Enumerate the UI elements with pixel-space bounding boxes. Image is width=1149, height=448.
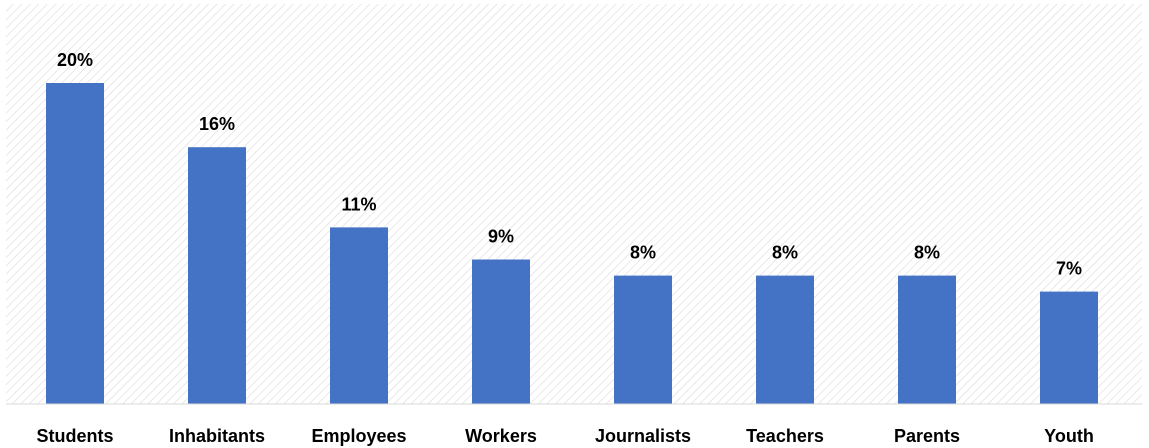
- bar-inhabitants: [188, 147, 246, 404]
- bar-workers: [472, 259, 530, 404]
- category-label-teachers: Teachers: [746, 426, 824, 446]
- bar-employees: [330, 227, 388, 404]
- category-label-inhabitants: Inhabitants: [169, 426, 265, 446]
- bar-journalists: [614, 275, 672, 404]
- bar-youth: [1040, 291, 1098, 404]
- data-label-journalists: 8%: [630, 243, 656, 263]
- data-label-youth: 7%: [1056, 259, 1082, 279]
- plot-background: [6, 4, 1142, 404]
- data-label-students: 20%: [57, 50, 93, 70]
- data-label-employees: 11%: [341, 194, 376, 214]
- bars-layer: [46, 83, 1098, 404]
- data-label-inhabitants: 16%: [199, 114, 235, 134]
- data-labels-layer: 20% 16% 11% 9% 8% 8% 8% 7%: [57, 50, 1082, 279]
- bar-parents: [898, 275, 956, 404]
- data-label-workers: 9%: [488, 227, 514, 247]
- category-label-employees: Employees: [311, 426, 406, 446]
- bar-students: [46, 83, 104, 404]
- category-label-journalists: Journalists: [595, 426, 691, 446]
- category-labels-layer: Students Inhabitants Employees Workers Journ…: [36, 426, 1093, 446]
- data-label-teachers: 8%: [772, 243, 798, 263]
- bar-teachers: [756, 275, 814, 404]
- category-label-parents: Parents: [894, 426, 960, 446]
- category-label-workers: Workers: [465, 426, 537, 446]
- category-label-students: Students: [36, 426, 113, 446]
- data-label-parents: 8%: [914, 243, 940, 263]
- category-label-youth: Youth: [1044, 426, 1094, 446]
